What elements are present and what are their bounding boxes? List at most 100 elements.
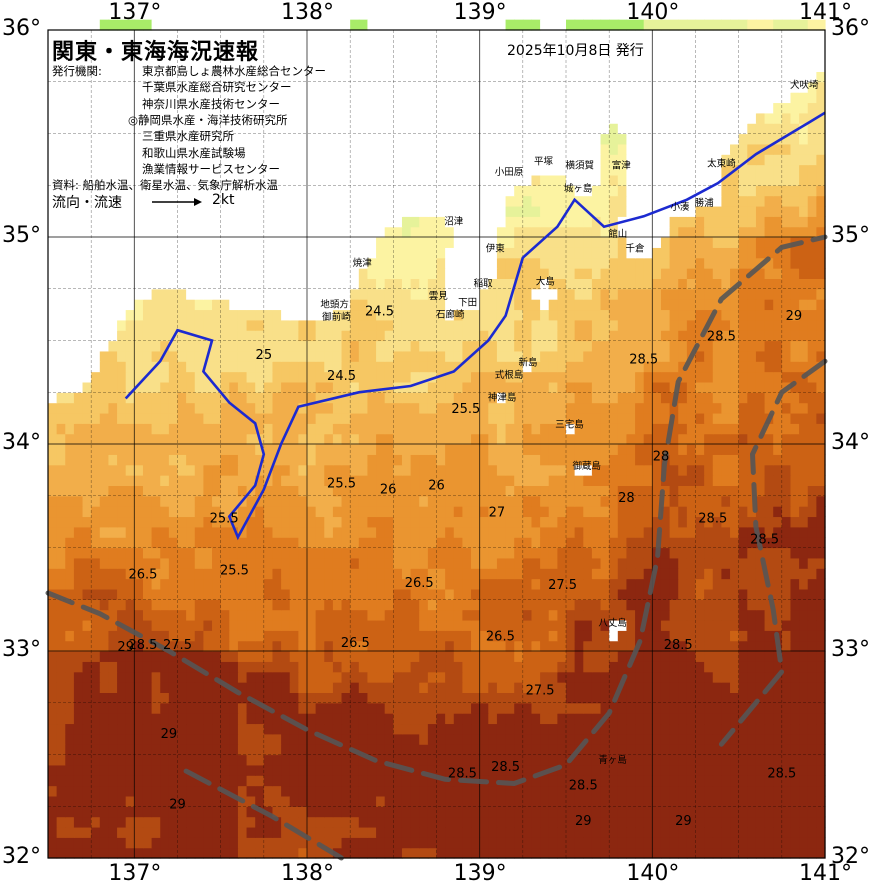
contour-label: 28.5 — [707, 330, 736, 345]
place-name: 横須賀 — [566, 160, 595, 172]
contour-label: 27.5 — [526, 683, 555, 698]
place-name: 犬吠埼 — [790, 79, 819, 91]
place-name: 沼津 — [444, 217, 464, 228]
place-name: 小田原 — [495, 167, 524, 178]
longitude-label: 139° — [453, 0, 507, 25]
contour-label: 28.5 — [698, 512, 727, 527]
place-name: 千倉 — [626, 242, 646, 254]
contour-label: 27 — [489, 505, 506, 520]
contour-label: 28.5 — [569, 779, 598, 794]
place-name: 大島 — [536, 276, 555, 288]
place-name: 石廊崎 — [436, 309, 465, 321]
contour-label: 28 — [653, 450, 670, 465]
issue-date: 2025年10月8日 発行 — [507, 43, 644, 59]
place-name: 伊東 — [486, 242, 506, 254]
place-name: 雲見 — [429, 291, 449, 302]
contour-label: 29 — [161, 727, 178, 742]
longitude-label: 141° — [799, 0, 852, 25]
longitude-label: 139° — [453, 861, 507, 886]
place-name: 八丈島 — [598, 617, 627, 629]
issuer-item: 和歌山県水産試験場 — [142, 145, 246, 160]
map-frame — [47, 29, 826, 859]
place-name: 式根島 — [495, 369, 524, 381]
contour-label: 25.5 — [327, 476, 356, 491]
place-name: 御蔵島 — [572, 460, 601, 472]
latitude-label: 34° — [2, 430, 41, 455]
kuroshio-axis-line — [45, 234, 828, 787]
contour-label: 29 — [575, 814, 592, 829]
kuroshio-axis-line — [183, 768, 344, 861]
longitude-label: 140° — [626, 0, 680, 25]
contour-label: 24.5 — [365, 305, 394, 320]
contour-label: 26.5 — [341, 636, 370, 651]
issuer-item: 三重県水産研究所 — [142, 129, 234, 144]
contour-label: 25.5 — [210, 512, 239, 527]
place-name: 稲取 — [474, 278, 494, 290]
place-name: 小湊 — [670, 201, 690, 213]
flow-legend-label: 流向・流速 — [52, 195, 122, 211]
place-name: 城ヶ島 — [564, 182, 593, 194]
issuer-item: 東京都島しょ農林水産総合センター — [142, 64, 326, 78]
contour-label: 25.5 — [451, 402, 480, 417]
contour-label: 28.5 — [491, 760, 520, 775]
contour-label: 25 — [256, 348, 273, 363]
latitude-label: 32° — [831, 844, 870, 869]
place-name: 館山 — [608, 228, 627, 240]
issuer-item: 神奈川県水産技術センター — [142, 96, 280, 111]
latitude-label: 33° — [2, 637, 41, 662]
latitude-label: 34° — [831, 430, 870, 455]
latitude-label: 36° — [831, 16, 870, 41]
contour-label: 26.5 — [128, 568, 157, 583]
data-source: 資料: 船舶水温、衛星水温、気象庁解析水温 — [52, 178, 279, 192]
contour-label: 25.5 — [220, 563, 249, 578]
contour-label: 26.5 — [486, 630, 515, 645]
place-name: 三宅島 — [555, 418, 584, 430]
contour-label: 26 — [380, 483, 397, 498]
place-name: 地頭方 — [320, 298, 349, 310]
contour-label: 24.5 — [327, 369, 356, 384]
contour-label: 28.5 — [128, 638, 157, 653]
contour-label: 28 — [618, 491, 635, 506]
place-name: 御前崎 — [322, 311, 351, 323]
place-name: 神津島 — [488, 392, 517, 404]
contour-label: 28.5 — [629, 352, 658, 367]
isotherm-25-line — [124, 111, 826, 541]
place-name: 太東崎 — [707, 158, 736, 170]
longitude-label: 137° — [108, 0, 162, 25]
issuer-item: ◎静岡県水産・海洋技術研究所 — [128, 112, 288, 127]
contour-label: 26.5 — [405, 576, 434, 591]
longitude-label: 138° — [281, 861, 334, 886]
contour-label: 29 — [169, 797, 186, 812]
latitude-label: 33° — [831, 637, 870, 662]
place-name: 富津 — [612, 160, 632, 172]
longitude-label: 141° — [799, 861, 852, 886]
contour-label: 28.5 — [448, 766, 477, 781]
latitude-label: 35° — [831, 223, 870, 248]
place-name: 新島 — [519, 356, 538, 368]
contour-label: 29 — [786, 309, 803, 324]
kuroshio-axis-line — [718, 358, 828, 747]
contour-label: 29 — [117, 640, 134, 655]
place-name: 平塚 — [534, 157, 554, 168]
flow-arrow-icon — [152, 198, 202, 206]
contour-label: 29 — [675, 814, 692, 829]
place-name: 焼津 — [353, 257, 373, 269]
flow-scale: 2kt — [212, 192, 235, 208]
issuer-label: 発行機関: — [52, 64, 102, 78]
contour-label: 26 — [428, 479, 445, 494]
latitude-label: 32° — [2, 844, 41, 869]
contour-label: 28.5 — [767, 766, 796, 781]
latitude-label: 36° — [2, 16, 41, 41]
contour-label: 28.5 — [664, 638, 693, 653]
latitude-label: 35° — [2, 223, 41, 248]
contour-labels: 24.5 24.5 25 25.5 25.5 25.5 25.5 26 26 26.5 26.5 26… — [117, 305, 802, 829]
longitude-label: 140° — [626, 861, 680, 886]
place-name: 下田 — [458, 297, 477, 308]
longitude-label: 138° — [281, 0, 334, 25]
place-name: 勝浦 — [695, 197, 715, 209]
issuer-item: 千葉県水産総合研究センター — [142, 80, 292, 95]
contour-label: 27.5 — [548, 578, 577, 593]
place-name: 青ヶ島 — [598, 754, 627, 766]
contour-label: 28.5 — [750, 532, 779, 547]
